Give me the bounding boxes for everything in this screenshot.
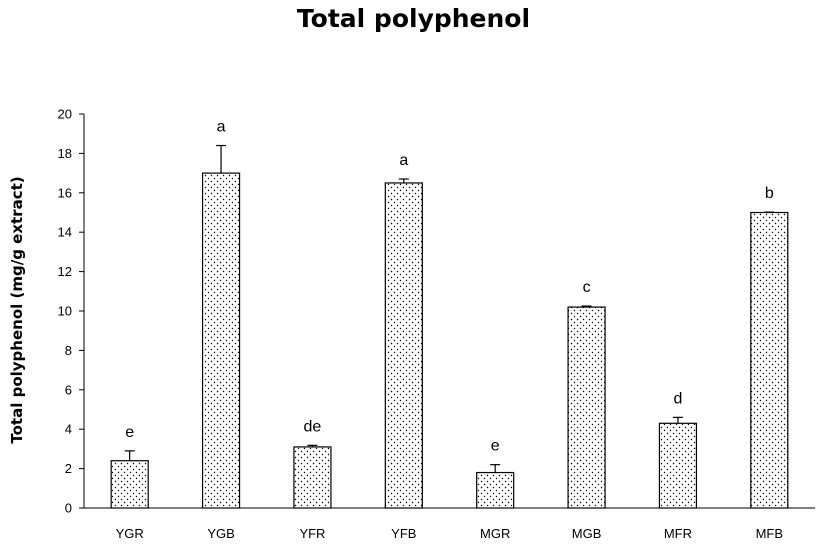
significance-label: e	[491, 438, 500, 455]
y-tick-label: 8	[65, 343, 72, 358]
x-tick-label: YGB	[207, 526, 234, 541]
x-tick-label: MGR	[480, 526, 510, 541]
x-tick-label: YGR	[116, 526, 144, 541]
x-tick-label: YFR	[299, 526, 325, 541]
x-axis: YGR YGB YFR YFB MGR MGB MFR MFB	[84, 507, 815, 541]
y-tick-label: 2	[65, 461, 72, 476]
bar-mgr	[476, 471, 515, 509]
x-tick-label: MGB	[572, 526, 602, 541]
y-tick-label: 16	[58, 185, 72, 200]
y-axis: 0 2 4 6 8 10 12 14 16 18 20	[58, 107, 85, 516]
y-tick-label: 12	[58, 264, 72, 279]
y-tick-label: 10	[58, 304, 72, 319]
bar-mgb	[567, 306, 606, 509]
chart-title: Total polyphenol	[296, 4, 531, 33]
y-tick-label: 4	[65, 422, 72, 437]
x-tick-label: MFB	[756, 526, 783, 541]
significance-label: c	[583, 279, 591, 296]
y-tick-label: 6	[65, 382, 72, 397]
bar-mfb	[750, 211, 789, 509]
bar-yfr	[293, 446, 332, 509]
x-tick-label: YFB	[391, 526, 416, 541]
y-tick-label: 0	[65, 501, 72, 516]
significance-label: a	[399, 152, 408, 169]
y-tick-label: 14	[58, 225, 72, 240]
bar-mfr	[658, 422, 698, 509]
significance-label: d	[673, 390, 682, 407]
significance-label: de	[304, 418, 322, 435]
y-axis-title: Total polyphenol (mg/g extract)	[8, 176, 26, 443]
significance-label: b	[765, 185, 774, 202]
bar-ygb	[201, 172, 241, 509]
x-tick-label: MFR	[664, 526, 692, 541]
y-tick-label: 20	[58, 107, 72, 122]
y-tick-label: 18	[58, 146, 72, 161]
significance-label: e	[125, 424, 134, 441]
bar-ygr	[110, 460, 149, 509]
significance-label: a	[217, 119, 226, 136]
bar-yfb	[384, 182, 423, 509]
bars: e a de a e c d b	[110, 119, 789, 509]
